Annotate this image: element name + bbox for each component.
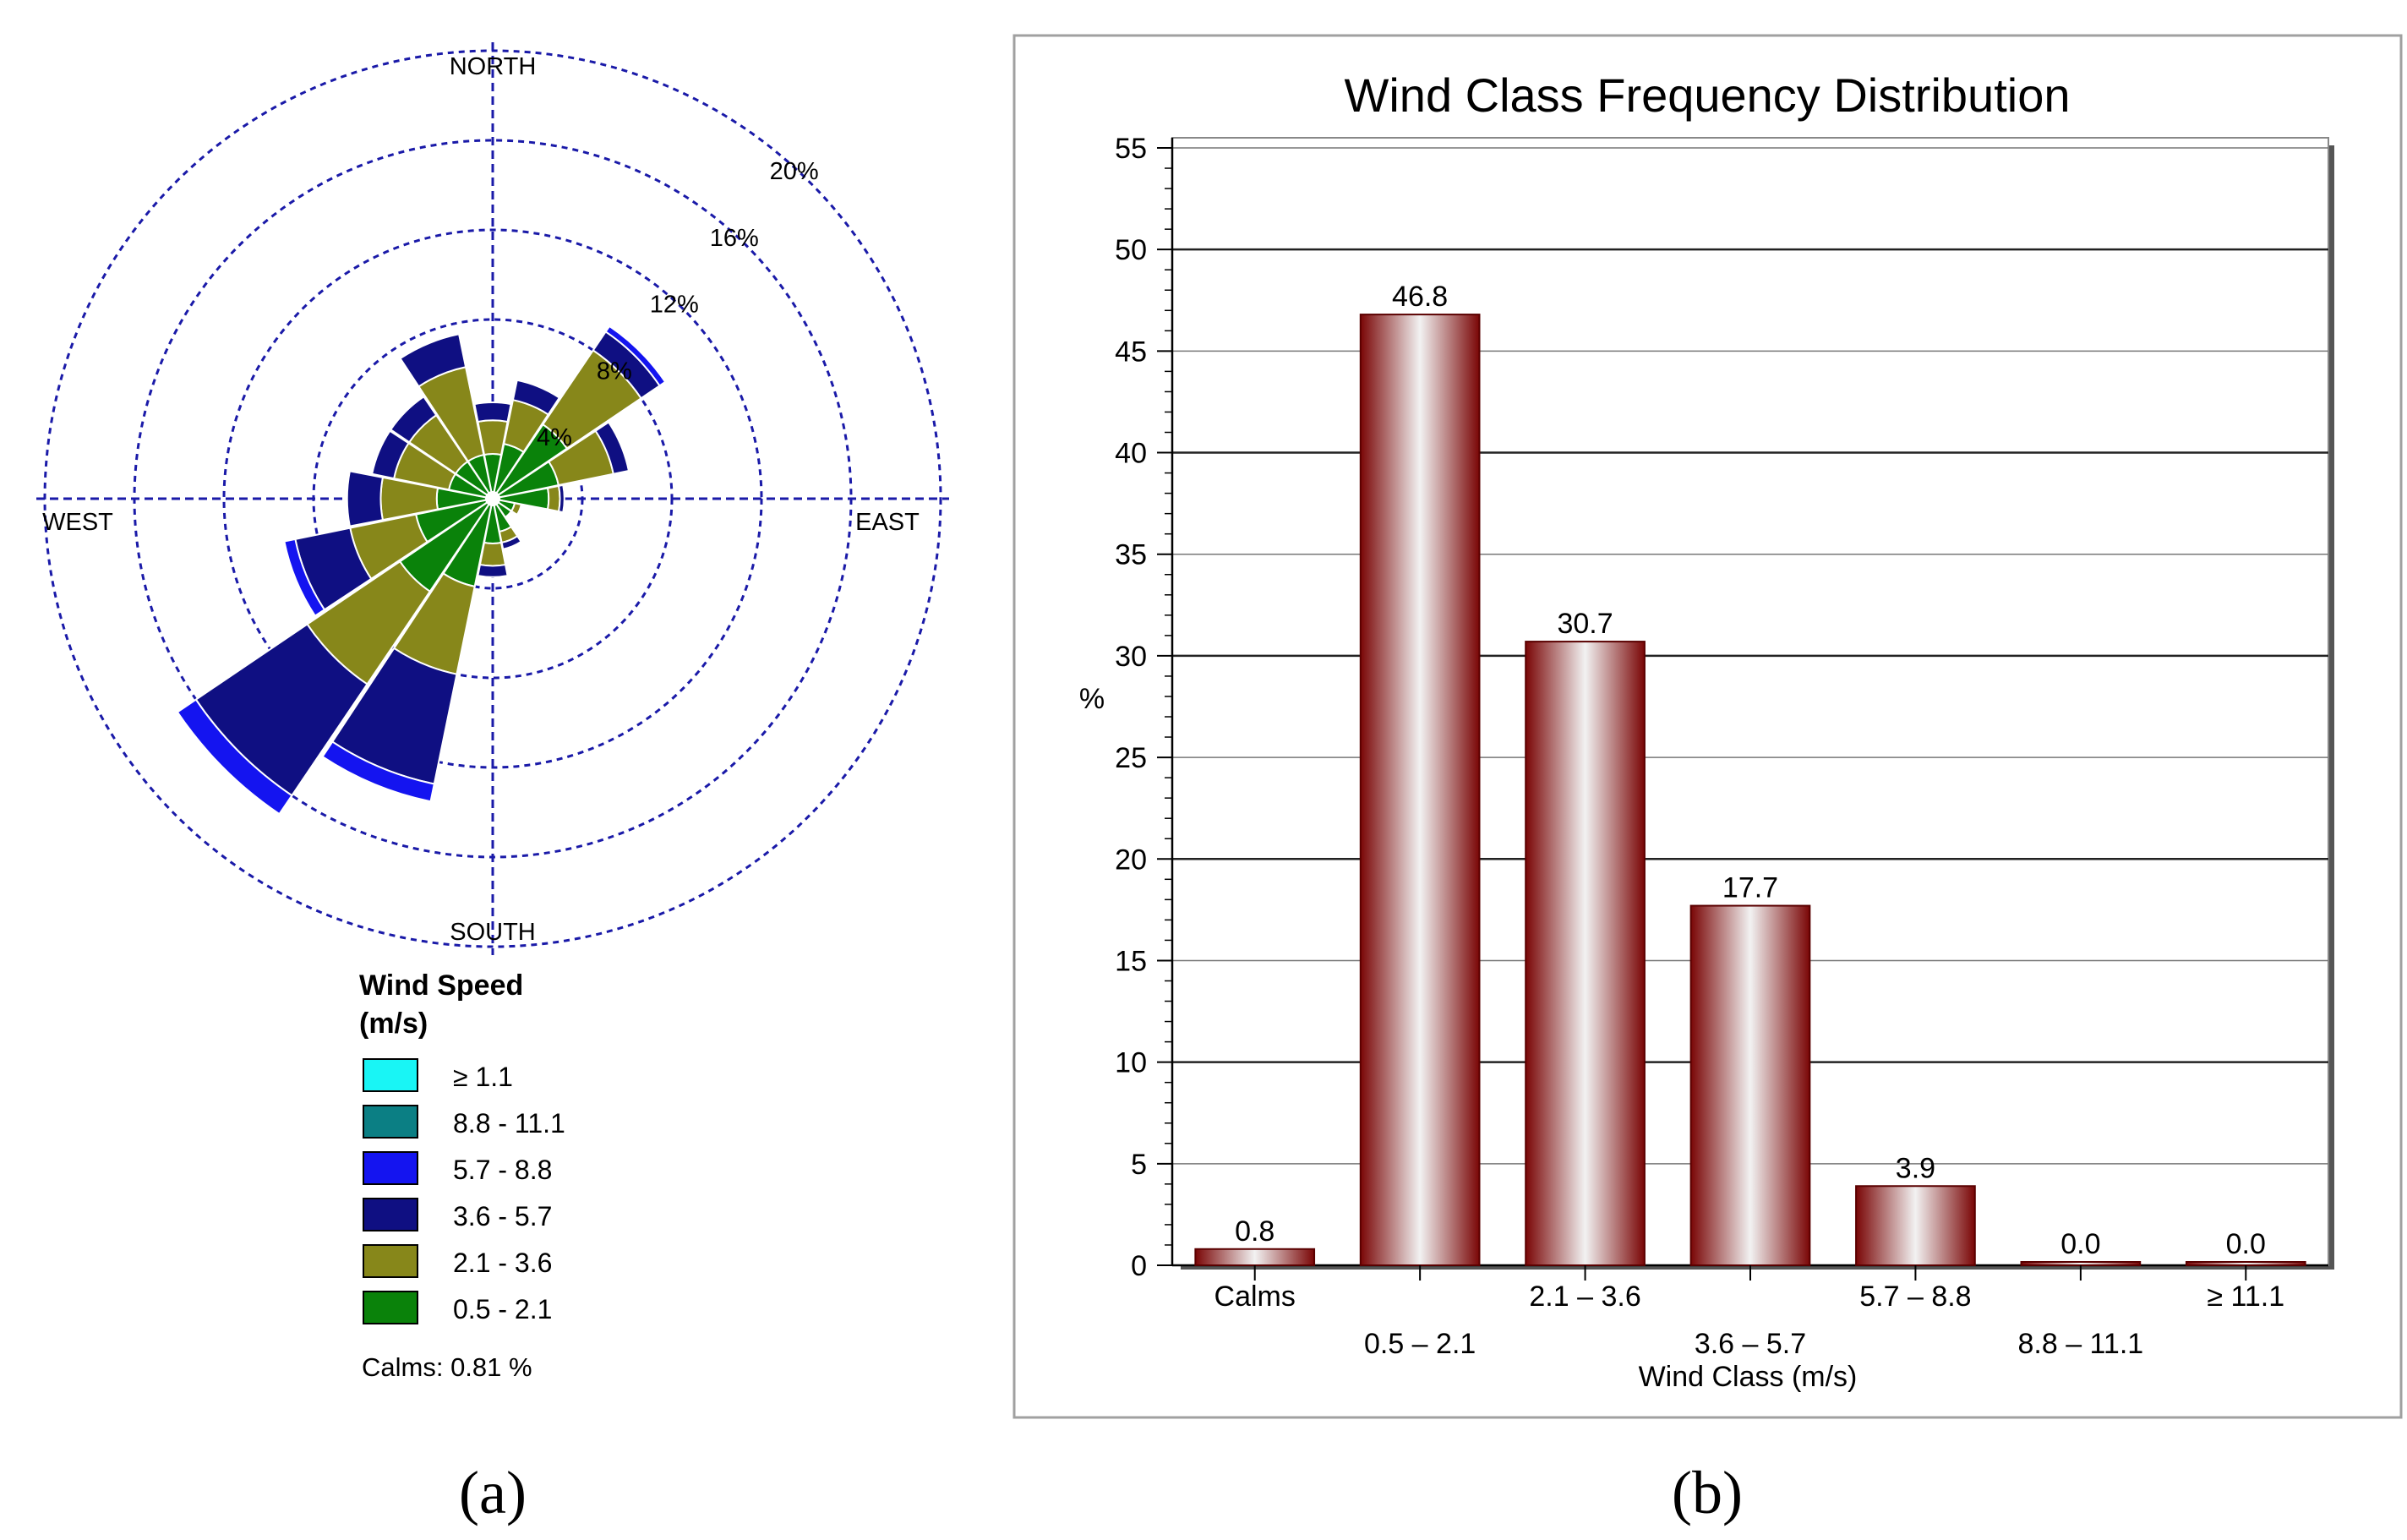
ring-label-12: 12%	[650, 292, 699, 319]
legend-label-0: ≥ 1.1	[453, 1062, 513, 1092]
bar-value-label-2: 30.7	[1557, 608, 1613, 640]
legend-swatch-5	[363, 1291, 418, 1324]
x-tick-label-2: 2.1 – 3.6	[1529, 1281, 1640, 1313]
bar-0	[1194, 1248, 1316, 1266]
bar-value-label-1: 46.8	[1392, 281, 1448, 313]
bar-chart-x-tick-labels: Calms 0.5 – 2.1 2.1 – 3.6 3.6 – 5.7 5.7 – 8.…	[1214, 1281, 2285, 1360]
legend-title: Wind Speed	[359, 969, 523, 1002]
bar-chart-bars	[1194, 314, 2306, 1281]
compass-north-label: NORTH	[450, 53, 537, 80]
legend-label-4: 2.1 - 3.6	[453, 1248, 552, 1278]
y-tick-label-35: 35	[1115, 539, 1147, 571]
y-tick-label-15: 15	[1115, 945, 1147, 977]
bar-value-label-0: 0.8	[1235, 1215, 1274, 1248]
bar-6	[2185, 1261, 2306, 1266]
y-tick-label-20: 20	[1115, 844, 1147, 876]
x-tick-label-4: 5.7 – 8.8	[1859, 1281, 1971, 1313]
legend-label-5: 0.5 - 2.1	[453, 1294, 552, 1324]
legend-swatch-2	[363, 1151, 418, 1185]
compass-west-label: WEST	[42, 509, 113, 536]
bar-3	[1689, 904, 1811, 1267]
petal-ene-band-2	[594, 421, 630, 475]
bar-value-label-5: 0.0	[2060, 1228, 2100, 1260]
y-tick-label-55: 55	[1115, 133, 1147, 165]
wind-rose-petals	[176, 325, 667, 816]
petal-sw-band-3	[176, 698, 293, 816]
x-tick-label-1: 0.5 – 2.1	[1364, 1328, 1476, 1360]
bar-chart-y-ticks: 0 5 10 15 20 25 30 35 40 45 50 55	[1115, 133, 2328, 1282]
bar-value-label-6: 0.0	[2226, 1228, 2266, 1260]
bar-5	[2020, 1261, 2142, 1266]
wind-rose-ring-labels: 4% 8% 12% 16% 20%	[537, 158, 819, 451]
bar-chart-title: Wind Class Frequency Distribution	[1345, 68, 2071, 122]
wind-rose: 4% 8% 12% 16% 20% NORTH SOUTH EAST WEST	[36, 42, 949, 955]
y-tick-label-30: 30	[1115, 641, 1147, 673]
compass-south-label: SOUTH	[450, 919, 536, 946]
petal-nne-band-2	[511, 379, 561, 416]
petal-ese-band-1	[510, 502, 522, 516]
x-tick-label-6: ≥ 11.1	[2207, 1281, 2284, 1313]
ring-label-4: 4%	[537, 424, 572, 451]
rose-center	[485, 491, 500, 506]
y-tick-label-10: 10	[1115, 1047, 1147, 1079]
legend-swatch-1	[363, 1105, 418, 1139]
bar-1	[1359, 314, 1481, 1267]
legend-swatch-3	[363, 1198, 418, 1231]
petal-n-band-2	[473, 401, 512, 423]
bar-2	[1525, 641, 1646, 1266]
x-tick-label-3: 3.6 – 5.7	[1695, 1328, 1806, 1360]
y-axis-label: %	[1079, 683, 1105, 715]
legend-unit: (m/s)	[359, 1008, 428, 1040]
y-tick-label-25: 25	[1115, 742, 1147, 774]
y-tick-label-0: 0	[1131, 1250, 1147, 1282]
petal-w-band-2	[346, 470, 385, 527]
ring-label-8: 8%	[597, 358, 632, 385]
bar-value-label-4: 3.9	[1896, 1152, 1935, 1184]
legend-label-2: 5.7 - 8.8	[453, 1155, 552, 1185]
legend-label-1: 8.8 - 11.1	[453, 1108, 565, 1139]
compass-east-label: EAST	[855, 509, 920, 536]
y-tick-label-40: 40	[1115, 438, 1147, 470]
ring-label-20: 20%	[770, 158, 819, 185]
petal-nw-band-2	[389, 395, 438, 444]
x-tick-label-5: 8.8 – 11.1	[2017, 1328, 2143, 1360]
bar-chart-value-labels: 0.8 46.8 30.7 17.7 3.9 0.0 0.0	[1235, 281, 2266, 1260]
petal-wnw-band-2	[371, 429, 410, 480]
legend-swatch-0	[363, 1058, 418, 1092]
bar-chart-panel: Wind Class Frequency Distribution 0 5 10 15…	[1012, 34, 2403, 1419]
wind-speed-legend: Wind Speed (m/s) ≥ 1.1 8.8 - 11.1 5.7 - 8.…	[359, 969, 565, 1382]
legend-swatch-4	[363, 1244, 418, 1278]
legend-items: ≥ 1.1 8.8 - 11.1 5.7 - 8.8 3.6 - 5.7 2.1 - 3…	[363, 1058, 565, 1324]
x-tick-label-0: Calms	[1214, 1281, 1296, 1313]
legend-label-3: 3.6 - 5.7	[453, 1201, 552, 1231]
y-tick-label-45: 45	[1115, 336, 1147, 368]
ring-label-16: 16%	[710, 225, 759, 252]
petal-e-band-2	[557, 483, 565, 514]
petal-wsw-band-3	[283, 538, 326, 618]
y-tick-label-50: 50	[1115, 234, 1147, 266]
bar-4	[1855, 1185, 1976, 1266]
petal-s-band-2	[477, 563, 509, 578]
legend-calms-text: Calms: 0.81 %	[362, 1352, 532, 1382]
petal-e-band-1	[546, 484, 561, 513]
bar-value-label-3: 17.7	[1722, 872, 1778, 904]
petal-ne-band-3	[604, 325, 667, 387]
panel-b-label: (b)	[1672, 1459, 1743, 1526]
wind-rose-axes	[36, 42, 949, 955]
panel-a-label: (a)	[459, 1459, 527, 1526]
petal-nnw-band-2	[399, 333, 467, 388]
petal-ssw-band-3	[321, 740, 435, 803]
y-tick-label-5: 5	[1131, 1149, 1147, 1181]
x-axis-label: Wind Class (m/s)	[1639, 1361, 1858, 1393]
